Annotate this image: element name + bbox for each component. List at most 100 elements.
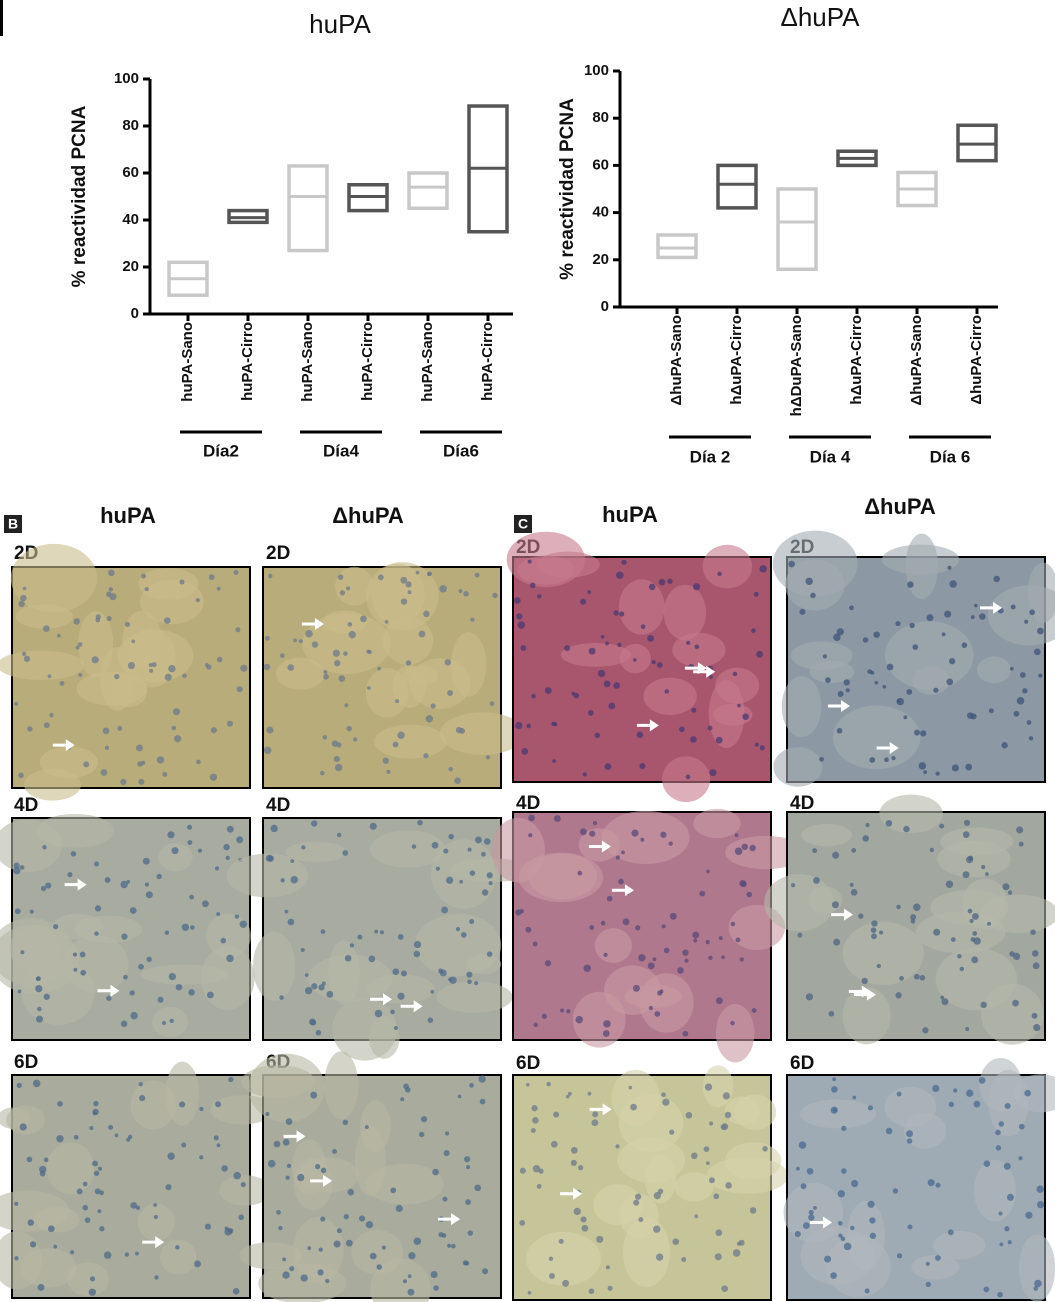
nucleus (82, 1181, 88, 1187)
nucleus (413, 1237, 422, 1245)
arrow-head (840, 700, 850, 713)
micrograph (506, 531, 772, 803)
nucleus (849, 605, 854, 611)
nucleus (684, 958, 689, 963)
nucleus (94, 861, 100, 867)
nucleus (13, 862, 20, 869)
tissue-patch (930, 889, 1009, 925)
nucleus (634, 1193, 642, 1200)
x-tick-label: huPA-Sano (299, 322, 316, 402)
nucleus (869, 757, 876, 763)
tissue-patch (239, 1242, 302, 1270)
nucleus (685, 774, 691, 780)
nucleus (704, 1083, 713, 1091)
nucleus (106, 615, 112, 622)
nucleus (318, 1247, 323, 1252)
nucleus (285, 1175, 290, 1180)
tissue-patch (365, 668, 409, 718)
nucleus (367, 686, 371, 690)
nucleus (405, 660, 412, 666)
nucleus (830, 1272, 837, 1279)
nucleus (347, 622, 353, 627)
nucleus (469, 1083, 474, 1088)
nucleus (443, 848, 449, 854)
nucleus (997, 1291, 1003, 1298)
nucleus (369, 822, 377, 830)
y-tick-label: 100 (584, 62, 609, 79)
row-label: 4D (266, 795, 290, 816)
tissue-patch (39, 746, 98, 779)
y-tick-label: 40 (592, 204, 609, 221)
nucleus (1025, 1211, 1033, 1219)
nucleus (843, 1242, 852, 1251)
tissue-patch (137, 1203, 175, 1241)
tissue-patch (715, 667, 760, 704)
nucleus (331, 740, 339, 747)
nucleus (77, 642, 83, 647)
nucleus (1032, 962, 1040, 970)
nucleus (603, 1020, 611, 1028)
nucleus (400, 1097, 405, 1102)
tissue-patch (332, 998, 398, 1061)
nucleus (213, 1135, 219, 1141)
nucleus (187, 824, 193, 830)
nucleus (379, 930, 385, 935)
arrow-head (601, 840, 611, 853)
nucleus (736, 1241, 741, 1246)
nucleus (613, 610, 619, 616)
nucleus (226, 825, 234, 833)
nucleus (805, 993, 814, 1001)
nucleus (323, 670, 328, 674)
nucleus (1033, 648, 1041, 656)
nucleus (587, 590, 591, 594)
nucleus (616, 571, 624, 580)
nucleus (72, 952, 78, 957)
nucleus (603, 680, 611, 688)
nucleus (708, 1177, 715, 1184)
nucleus (998, 1211, 1003, 1216)
tissue-patch (0, 924, 80, 994)
nucleus (607, 1285, 613, 1291)
nucleus (708, 955, 713, 961)
nucleus (682, 949, 689, 956)
nucleus (874, 680, 878, 685)
nucleus (544, 687, 552, 695)
nucleus (390, 1009, 395, 1015)
x-tick-label: hΔDuPA-Sano (788, 315, 805, 416)
nucleus (67, 872, 73, 878)
nucleus (796, 1166, 800, 1171)
nucleus (579, 828, 587, 836)
nucleus (88, 1288, 96, 1296)
nucleus (56, 1135, 64, 1143)
arrow-head (296, 1130, 306, 1143)
nucleus (896, 699, 901, 703)
nucleus (825, 677, 831, 683)
nucleus (662, 1098, 670, 1106)
nucleus (304, 973, 309, 977)
y-tick-label: 80 (122, 117, 139, 134)
arrow-head (451, 1213, 461, 1226)
nucleus (715, 997, 723, 1005)
nucleus (220, 937, 227, 944)
nucleus (99, 1226, 105, 1232)
nucleus (376, 1264, 383, 1270)
nucleus (865, 823, 870, 828)
nucleus (957, 954, 962, 959)
nucleus (709, 1121, 714, 1126)
nucleus (633, 1199, 640, 1206)
row-label: 6D (516, 1053, 540, 1074)
nucleus (144, 586, 149, 592)
tissue-patch (933, 1230, 986, 1260)
nucleus (279, 995, 284, 1000)
nucleus (417, 819, 423, 826)
range-box (716, 163, 758, 210)
nucleus (124, 621, 131, 627)
row-label: 2D (266, 543, 290, 564)
nucleus (57, 1101, 63, 1107)
nucleus (603, 952, 608, 957)
nucleus (1034, 1279, 1042, 1288)
nucleus (49, 713, 54, 718)
nucleus (837, 1190, 845, 1198)
nucleus (334, 659, 341, 667)
nucleus (467, 1230, 474, 1236)
